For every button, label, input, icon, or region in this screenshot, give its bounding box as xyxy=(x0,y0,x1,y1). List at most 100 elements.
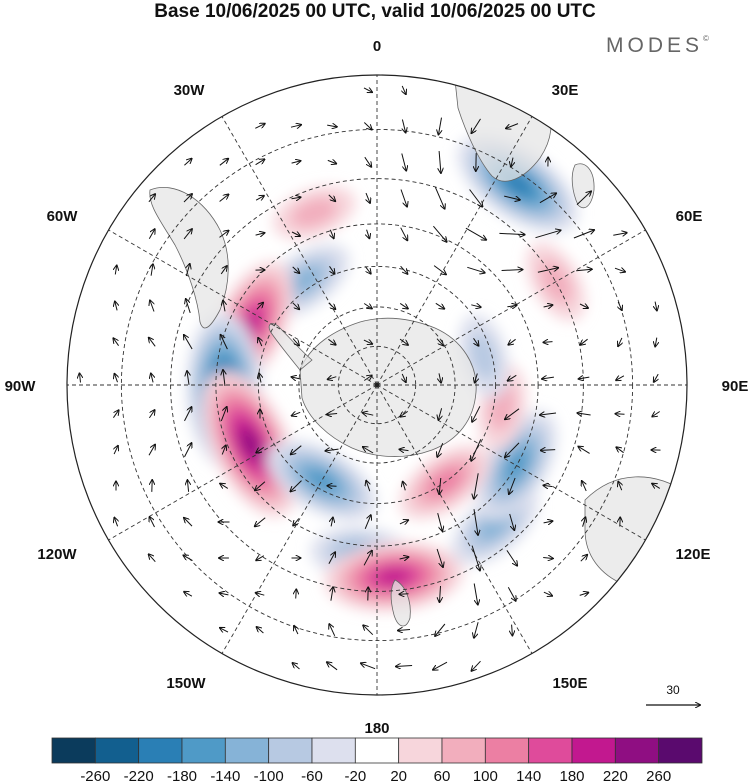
wind-vector xyxy=(614,268,625,272)
wind-vector xyxy=(471,545,480,571)
wind-vector xyxy=(654,373,658,382)
wind-vector xyxy=(539,193,556,204)
wind-vector xyxy=(400,227,408,241)
wind-vector xyxy=(508,338,516,344)
longitude-labels: 0 30E 60E 90E 120E 150E 180 150W 120W 90… xyxy=(5,38,749,737)
wind-vector xyxy=(184,555,193,562)
wind-vector xyxy=(327,662,338,671)
wind-vector xyxy=(256,593,265,595)
wind-vector xyxy=(499,233,524,234)
wind-vector xyxy=(257,627,264,634)
wind-vector xyxy=(363,551,372,566)
wind-vector xyxy=(399,302,408,308)
wind-vector xyxy=(184,592,193,596)
wind-vector xyxy=(579,377,590,379)
colorbar-swatch xyxy=(268,737,313,764)
wind-vector xyxy=(396,666,413,667)
wind-vector xyxy=(291,161,301,163)
wind-vector xyxy=(293,518,300,526)
wind-vector xyxy=(544,485,553,486)
wind-vector xyxy=(576,191,591,205)
wind-vector xyxy=(220,407,226,422)
wind-vector xyxy=(438,408,441,420)
wind-vector xyxy=(583,517,586,527)
wind-vector xyxy=(618,337,622,346)
wind-vector xyxy=(472,406,481,421)
wind-vector xyxy=(439,477,441,494)
wind-vector xyxy=(292,377,301,379)
colorbar-swatch xyxy=(571,737,616,764)
map-disk xyxy=(67,75,687,695)
wind-vector xyxy=(151,374,153,383)
wind-vector xyxy=(329,266,335,273)
wind-vector xyxy=(507,586,515,601)
wind-vector xyxy=(542,377,554,379)
wind-vector xyxy=(291,197,301,198)
wind-vectors xyxy=(80,85,661,671)
wind-vector xyxy=(473,509,478,535)
wind-vector xyxy=(618,482,621,491)
brand-mark: © xyxy=(703,34,709,43)
wind-vector xyxy=(223,370,225,386)
wind-vector xyxy=(573,230,594,239)
colorbar-label: 60 xyxy=(434,768,451,783)
wind-vector xyxy=(149,554,156,563)
brand-logo: MODES© xyxy=(606,34,709,58)
graticule xyxy=(67,75,687,695)
wind-vector xyxy=(403,482,406,491)
wind-vector xyxy=(219,231,229,238)
wind-vector xyxy=(465,227,486,240)
wind-vector xyxy=(328,486,337,487)
wind-vector xyxy=(184,335,193,350)
wind-vector xyxy=(148,445,155,456)
wind-vector xyxy=(402,85,406,94)
wind-vector xyxy=(506,123,519,129)
wind-vector xyxy=(363,625,374,636)
map-boundary xyxy=(66,74,688,696)
colorbar-swatch xyxy=(441,737,486,764)
wind-vector xyxy=(440,585,441,602)
colorbar-label: -20 xyxy=(344,768,366,783)
wind-vector xyxy=(471,439,482,460)
wind-vector xyxy=(543,592,552,596)
meridian-line xyxy=(376,384,533,654)
colorbar-label: 140 xyxy=(516,768,541,783)
wind-vector xyxy=(364,156,371,167)
wind-vector xyxy=(401,153,406,171)
colorbar-label: -260 xyxy=(80,768,110,783)
wind-vector xyxy=(255,124,264,129)
wind-vector xyxy=(148,229,154,240)
wind-vector xyxy=(184,159,191,166)
wind-vector xyxy=(291,480,302,492)
meridian-line xyxy=(221,384,378,654)
wind-vector xyxy=(363,413,374,415)
wind-vector xyxy=(80,374,81,383)
wind-vector xyxy=(512,624,513,636)
wind-vector xyxy=(220,593,229,595)
colorbar-swatch xyxy=(94,737,140,764)
wind-vector xyxy=(400,449,409,450)
wind-vector xyxy=(367,229,370,239)
wind-vector xyxy=(471,305,480,307)
australia-landmass xyxy=(584,476,687,587)
wind-vector xyxy=(258,338,262,347)
meridian-line xyxy=(221,116,378,386)
wind-vector xyxy=(150,301,154,312)
wind-vector xyxy=(540,413,557,415)
wind-vector xyxy=(184,518,193,527)
wind-vector xyxy=(655,337,657,347)
wind-vector xyxy=(363,340,372,344)
wind-vector xyxy=(328,377,337,380)
wind-vector xyxy=(222,446,226,455)
wind-vector xyxy=(580,555,587,562)
wind-vector xyxy=(436,338,443,346)
wind-vector xyxy=(435,623,446,636)
wind-vector xyxy=(292,412,301,415)
wind-vector xyxy=(439,373,441,382)
wind-vector xyxy=(578,447,590,454)
colorbar-label: -60 xyxy=(301,768,323,783)
wind-vector xyxy=(256,446,264,452)
wind-vector xyxy=(509,477,516,494)
wind-vector xyxy=(400,265,408,274)
wind-vector xyxy=(506,550,517,565)
